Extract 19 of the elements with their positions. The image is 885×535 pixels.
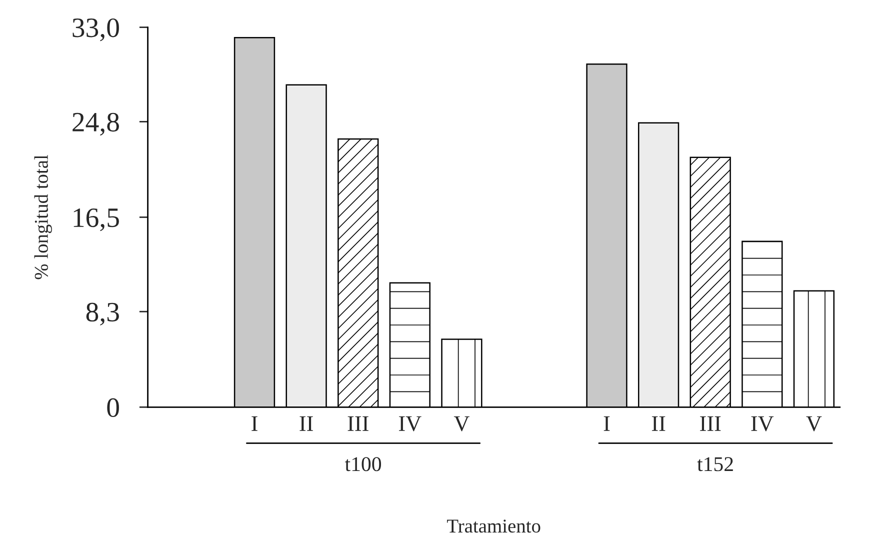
x-tick-label: IV [398,416,422,432]
x-tick-label: II [652,416,666,431]
x-tick-label: I [252,416,258,431]
y-tick-label: 24,8 [72,112,119,136]
x-tick-label: III [348,416,368,431]
y-tick-label: 33,0 [72,18,119,42]
y-tick-label: 16,5 [74,208,119,232]
text: t100 [344,457,382,472]
x-tick-label: V [454,416,470,432]
x-tick-label: V [806,416,822,432]
y-tick-label: 0 [107,398,119,418]
x-tick-label: III [700,416,721,431]
y-tick-label: 8,3 [86,302,119,326]
x-tick-label: IV [751,416,774,432]
y-axis-title: % longitud total [34,154,52,280]
text: t152 [697,457,733,472]
x-axis-title: Tratamiento [447,520,540,533]
x-tick-label: II [300,416,313,431]
x-tick-label: I [604,416,610,431]
